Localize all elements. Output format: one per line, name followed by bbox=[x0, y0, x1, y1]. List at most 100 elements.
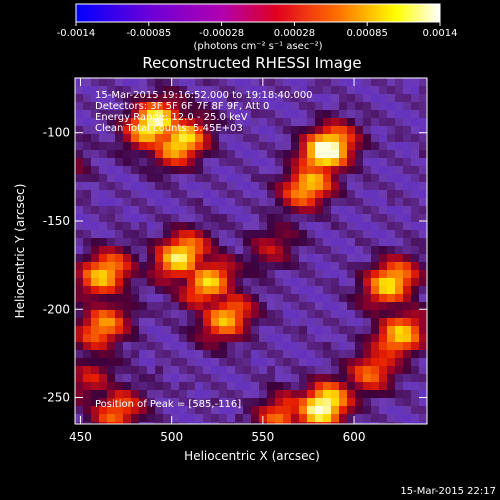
heatmap-cell bbox=[347, 150, 355, 158]
heatmap-cell bbox=[155, 310, 163, 318]
heatmap-cell bbox=[147, 78, 155, 86]
heatmap-cell bbox=[363, 398, 371, 406]
heatmap-cell bbox=[291, 166, 299, 174]
heatmap-cell bbox=[339, 110, 347, 118]
heatmap-cell bbox=[187, 278, 195, 286]
heatmap-cell bbox=[131, 334, 139, 342]
heatmap-cell bbox=[267, 318, 275, 326]
heatmap-cell bbox=[315, 254, 323, 262]
heatmap-cell bbox=[195, 262, 203, 270]
heatmap-cell bbox=[235, 390, 243, 398]
heatmap-cell bbox=[395, 318, 403, 326]
heatmap-cell bbox=[107, 150, 115, 158]
heatmap-cell bbox=[299, 102, 307, 110]
heatmap-cell bbox=[155, 358, 163, 366]
heatmap-cell bbox=[331, 94, 339, 102]
heatmap-cell bbox=[283, 198, 291, 206]
heatmap-cell bbox=[83, 150, 91, 158]
heatmap-cell bbox=[339, 406, 347, 414]
heatmap-cell bbox=[251, 294, 259, 302]
heatmap-cell bbox=[363, 206, 371, 214]
heatmap-cell bbox=[211, 366, 219, 374]
heatmap-cell bbox=[395, 270, 403, 278]
heatmap-cell bbox=[107, 118, 115, 126]
heatmap-cell bbox=[371, 182, 379, 190]
heatmap-cell bbox=[395, 94, 403, 102]
heatmap-cell bbox=[299, 422, 307, 424]
heatmap-cell bbox=[363, 86, 371, 94]
heatmap-cell bbox=[91, 142, 99, 150]
heatmap-cell bbox=[291, 158, 299, 166]
heatmap-cell bbox=[307, 406, 315, 414]
heatmap-cell bbox=[91, 342, 99, 350]
heatmap-cell bbox=[139, 374, 147, 382]
heatmap-cell bbox=[355, 310, 363, 318]
heatmap-cell bbox=[243, 422, 251, 424]
heatmap-cell bbox=[267, 94, 275, 102]
heatmap-cell bbox=[355, 406, 363, 414]
heatmap-cell bbox=[371, 342, 379, 350]
heatmap-cell bbox=[139, 270, 147, 278]
heatmap-cell bbox=[259, 190, 267, 198]
heatmap-cell bbox=[259, 198, 267, 206]
heatmap-cell bbox=[115, 294, 123, 302]
heatmap-cell bbox=[171, 182, 179, 190]
heatmap-cell bbox=[419, 158, 427, 166]
heatmap-cell bbox=[259, 254, 267, 262]
heatmap-cell bbox=[291, 238, 299, 246]
heatmap-cell bbox=[379, 206, 387, 214]
heatmap-cell bbox=[251, 102, 259, 110]
heatmap-cell bbox=[347, 406, 355, 414]
heatmap-cell bbox=[235, 134, 243, 142]
heatmap-cell bbox=[139, 78, 147, 86]
heatmap-cell bbox=[139, 414, 147, 422]
heatmap-cell bbox=[259, 262, 267, 270]
heatmap-cell bbox=[347, 382, 355, 390]
heatmap-cell bbox=[171, 286, 179, 294]
heatmap-cell bbox=[331, 382, 339, 390]
heatmap-cell bbox=[259, 222, 267, 230]
heatmap-cell bbox=[107, 134, 115, 142]
heatmap-cell bbox=[347, 198, 355, 206]
heatmap-cell bbox=[235, 342, 243, 350]
heatmap-cell bbox=[347, 94, 355, 102]
heatmap-cell bbox=[339, 142, 347, 150]
heatmap-cell bbox=[283, 118, 291, 126]
heatmap-cell bbox=[291, 94, 299, 102]
heatmap-cell bbox=[403, 118, 411, 126]
heatmap-cell bbox=[339, 390, 347, 398]
heatmap-cell bbox=[179, 158, 187, 166]
heatmap-cell bbox=[99, 142, 107, 150]
heatmap-cell bbox=[75, 374, 83, 382]
heatmap-cell bbox=[323, 398, 331, 406]
heatmap-cell bbox=[203, 254, 211, 262]
heatmap-cell bbox=[235, 286, 243, 294]
heatmap-cell bbox=[155, 190, 163, 198]
heatmap-cell bbox=[355, 318, 363, 326]
heatmap-cell bbox=[187, 94, 195, 102]
heatmap-cell bbox=[83, 270, 91, 278]
heatmap-cell bbox=[155, 126, 163, 134]
heatmap-cell bbox=[291, 294, 299, 302]
heatmap-cell bbox=[139, 398, 147, 406]
heatmap-cell bbox=[115, 414, 123, 422]
heatmap-cell bbox=[379, 302, 387, 310]
heatmap-cell bbox=[75, 142, 83, 150]
heatmap-cell bbox=[387, 350, 395, 358]
heatmap-cell bbox=[395, 326, 403, 334]
heatmap-cell bbox=[323, 238, 331, 246]
heatmap-cell bbox=[155, 334, 163, 342]
heatmap-cell bbox=[355, 358, 363, 366]
heatmap-cell bbox=[195, 230, 203, 238]
heatmap-cell bbox=[355, 286, 363, 294]
heatmap-cell bbox=[155, 302, 163, 310]
heatmap-cell bbox=[235, 310, 243, 318]
heatmap-cell bbox=[123, 422, 131, 424]
heatmap-cell bbox=[235, 158, 243, 166]
heatmap-cell bbox=[275, 278, 283, 286]
heatmap-cell bbox=[195, 342, 203, 350]
heatmap-cell bbox=[411, 350, 419, 358]
heatmap-cell bbox=[299, 190, 307, 198]
heatmap-cell bbox=[419, 78, 427, 86]
heatmap-cell bbox=[147, 166, 155, 174]
